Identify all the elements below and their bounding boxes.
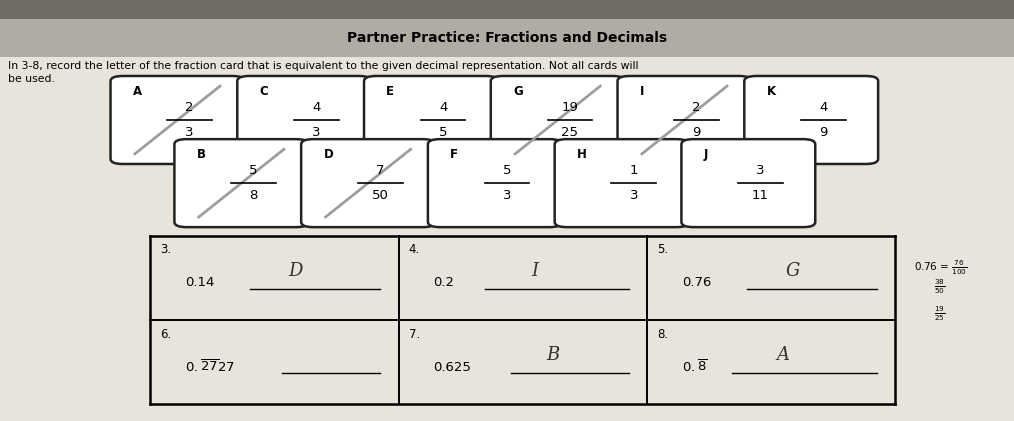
Text: 4: 4 <box>312 101 320 114</box>
Text: D: D <box>323 149 334 161</box>
Text: 0.2: 0.2 <box>433 277 454 289</box>
Text: 0.625: 0.625 <box>433 361 472 373</box>
Text: 3: 3 <box>503 189 511 202</box>
Text: J: J <box>704 149 708 161</box>
Text: 0.76 = $\frac{76}{100}$: 0.76 = $\frac{76}{100}$ <box>914 258 967 277</box>
Text: 50: 50 <box>372 189 388 202</box>
Text: B: B <box>197 149 206 161</box>
Text: 0.76: 0.76 <box>681 277 711 289</box>
FancyBboxPatch shape <box>0 19 1014 57</box>
Text: A: A <box>133 85 142 98</box>
Text: 1: 1 <box>630 164 638 177</box>
FancyBboxPatch shape <box>681 139 815 227</box>
Text: 3: 3 <box>312 126 320 139</box>
Text: 11: 11 <box>752 189 769 202</box>
Text: $\frac{19}{25}$: $\frac{19}{25}$ <box>934 304 945 323</box>
FancyBboxPatch shape <box>364 76 498 164</box>
Text: $0.\overline{27}$27: $0.\overline{27}$27 <box>185 359 234 375</box>
Text: 4.: 4. <box>409 243 420 256</box>
Text: C: C <box>260 85 269 98</box>
FancyBboxPatch shape <box>0 0 1014 19</box>
FancyBboxPatch shape <box>301 139 435 227</box>
Text: 7.: 7. <box>409 328 420 341</box>
Text: G: G <box>513 85 523 98</box>
FancyBboxPatch shape <box>491 76 625 164</box>
Text: $0.\overline{8}$: $0.\overline{8}$ <box>681 359 708 375</box>
Text: 9: 9 <box>693 126 701 139</box>
Text: 3.: 3. <box>160 243 171 256</box>
FancyBboxPatch shape <box>237 76 371 164</box>
Text: 8: 8 <box>249 189 258 202</box>
Text: 0.14: 0.14 <box>185 277 214 289</box>
Text: B: B <box>546 346 559 364</box>
Text: D: D <box>288 261 302 280</box>
Text: 9: 9 <box>819 126 827 139</box>
Text: 2: 2 <box>186 101 194 114</box>
Text: A: A <box>777 346 790 364</box>
Text: 4: 4 <box>819 101 827 114</box>
FancyBboxPatch shape <box>428 139 562 227</box>
Text: Partner Practice: Fractions and Decimals: Partner Practice: Fractions and Decimals <box>347 31 667 45</box>
Text: 8.: 8. <box>657 328 668 341</box>
FancyBboxPatch shape <box>618 76 751 164</box>
FancyBboxPatch shape <box>174 139 308 227</box>
Text: 4: 4 <box>439 101 447 114</box>
Text: 19: 19 <box>562 101 578 114</box>
Text: F: F <box>450 149 458 161</box>
Text: 6.: 6. <box>160 328 171 341</box>
FancyBboxPatch shape <box>111 76 244 164</box>
Text: I: I <box>531 261 538 280</box>
Text: E: E <box>386 85 394 98</box>
Text: 3: 3 <box>756 164 765 177</box>
Text: In 3-8, record the letter of the fraction card that is equivalent to the given d: In 3-8, record the letter of the fractio… <box>8 61 639 84</box>
Text: 5: 5 <box>439 126 447 139</box>
Text: 2: 2 <box>693 101 701 114</box>
Text: 25: 25 <box>562 126 578 139</box>
Text: H: H <box>577 149 587 161</box>
FancyBboxPatch shape <box>555 139 689 227</box>
Text: 5.: 5. <box>657 243 668 256</box>
Text: 3: 3 <box>630 189 638 202</box>
FancyBboxPatch shape <box>744 76 878 164</box>
Text: K: K <box>767 85 776 98</box>
Text: 3: 3 <box>186 126 194 139</box>
Text: 5: 5 <box>503 164 511 177</box>
Text: G: G <box>785 261 799 280</box>
Text: 5: 5 <box>249 164 258 177</box>
Text: $\frac{38}{50}$: $\frac{38}{50}$ <box>934 277 945 296</box>
Text: 7: 7 <box>376 164 384 177</box>
Text: I: I <box>640 85 644 98</box>
